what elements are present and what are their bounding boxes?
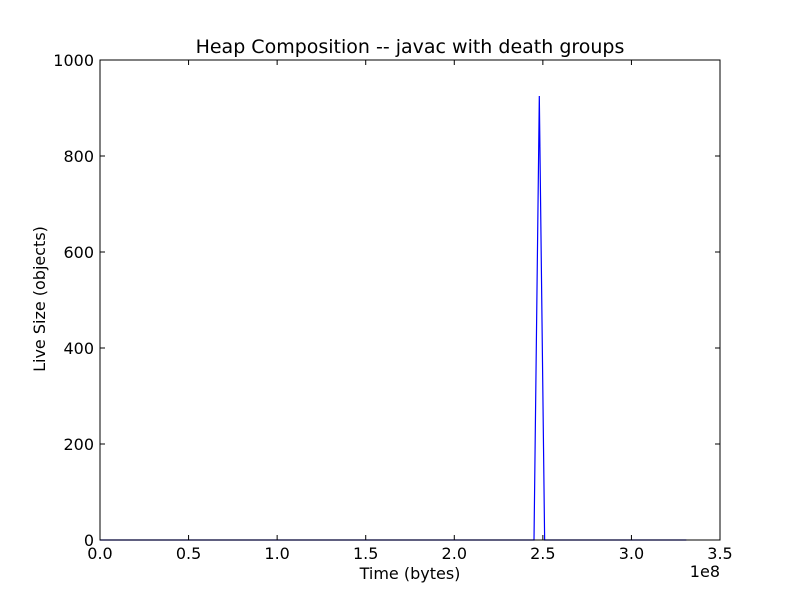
x-tick-label: 3.0 <box>619 544 644 563</box>
y-tick-label: 400 <box>63 339 94 358</box>
x-tick-label: 0.5 <box>176 544 201 563</box>
x-axis-label: Time (bytes) <box>359 564 461 583</box>
series-line-0 <box>100 95 687 541</box>
x-tick-label: 2.0 <box>442 544 467 563</box>
x-axis-offset-label: 1e8 <box>690 562 720 581</box>
y-tick-label: 200 <box>63 435 94 454</box>
chart-title: Heap Composition -- javac with death gro… <box>196 36 625 58</box>
y-tick-label: 800 <box>63 147 94 166</box>
y-tick-label: 1000 <box>53 51 94 70</box>
x-tick-label: 0.0 <box>87 544 112 563</box>
y-axis-label: Live Size (objects) <box>30 226 49 372</box>
x-tick-label: 3.5 <box>707 544 732 563</box>
plot-area: 0.0 0.5 1.0 1.5 2.0 2.5 3.0 3.5 0 200 400 600 800 100… <box>53 51 732 563</box>
x-tick-label: 1.5 <box>353 544 378 563</box>
x-tick-label: 2.5 <box>530 544 555 563</box>
y-tick-label: 600 <box>63 243 94 262</box>
y-tick-label: 0 <box>84 531 94 550</box>
x-tick-label: 1.0 <box>264 544 289 563</box>
plot-frame <box>99 59 721 541</box>
